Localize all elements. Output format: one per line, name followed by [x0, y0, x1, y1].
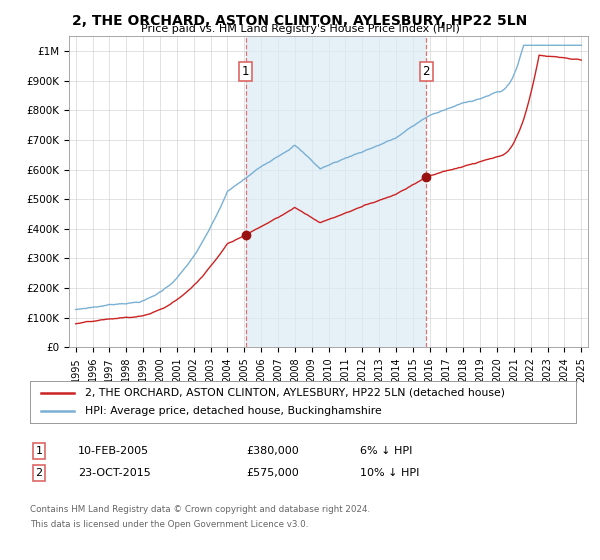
Text: 1: 1: [242, 66, 250, 78]
Text: 6% ↓ HPI: 6% ↓ HPI: [360, 446, 412, 456]
Text: £575,000: £575,000: [246, 468, 299, 478]
Text: 2, THE ORCHARD, ASTON CLINTON, AYLESBURY, HP22 5LN (detached house): 2, THE ORCHARD, ASTON CLINTON, AYLESBURY…: [85, 388, 505, 398]
Text: Contains HM Land Registry data © Crown copyright and database right 2024.: Contains HM Land Registry data © Crown c…: [30, 505, 370, 514]
Text: £380,000: £380,000: [246, 446, 299, 456]
Text: 10% ↓ HPI: 10% ↓ HPI: [360, 468, 419, 478]
Bar: [245, 36, 426, 347]
Text: 2: 2: [35, 468, 43, 478]
Text: 23-OCT-2015: 23-OCT-2015: [78, 468, 151, 478]
Text: This data is licensed under the Open Government Licence v3.0.: This data is licensed under the Open Gov…: [30, 520, 308, 529]
Text: 10-FEB-2005: 10-FEB-2005: [78, 446, 149, 456]
Text: 2, THE ORCHARD, ASTON CLINTON, AYLESBURY, HP22 5LN: 2, THE ORCHARD, ASTON CLINTON, AYLESBURY…: [73, 14, 527, 28]
Text: 2: 2: [422, 66, 430, 78]
Text: Price paid vs. HM Land Registry's House Price Index (HPI): Price paid vs. HM Land Registry's House …: [140, 24, 460, 34]
Text: 1: 1: [35, 446, 43, 456]
Text: HPI: Average price, detached house, Buckinghamshire: HPI: Average price, detached house, Buck…: [85, 406, 382, 416]
